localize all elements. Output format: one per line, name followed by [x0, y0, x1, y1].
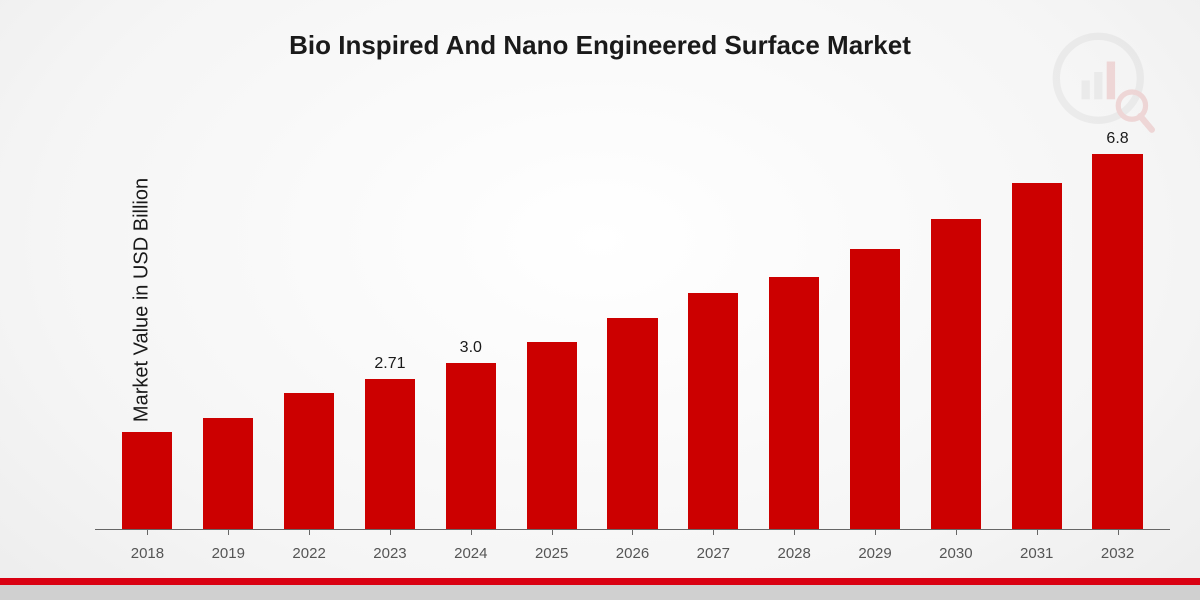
- x-tick-label: 2031: [996, 545, 1077, 562]
- bar-slot: [592, 130, 673, 529]
- bar-slot: 3.0: [430, 130, 511, 529]
- x-tick-label: 2027: [673, 545, 754, 562]
- bar-slot: [996, 130, 1077, 529]
- bar-slot: [915, 130, 996, 529]
- x-tick-label: 2026: [592, 545, 673, 562]
- x-tick-label: 2019: [188, 545, 269, 562]
- x-tick-label: 2022: [269, 545, 350, 562]
- x-tick-label: 2018: [107, 545, 188, 562]
- bar-slot: [107, 130, 188, 529]
- bar: [122, 432, 172, 529]
- bar: [1012, 183, 1062, 529]
- bar-slot: [754, 130, 835, 529]
- chart-plot-area: 2.71 3.0 6.8: [95, 130, 1170, 530]
- x-tick-label: 2023: [350, 545, 431, 562]
- bar: [1092, 154, 1142, 529]
- bar-slot: [188, 130, 269, 529]
- bar: [769, 277, 819, 529]
- bar: [931, 219, 981, 529]
- bar-slot: [511, 130, 592, 529]
- bar: [203, 418, 253, 529]
- bar: [850, 249, 900, 529]
- x-tick-label: 2025: [511, 545, 592, 562]
- bar: [527, 342, 577, 529]
- chart-title: Bio Inspired And Nano Engineered Surface…: [0, 30, 1200, 61]
- bar-slot: [835, 130, 916, 529]
- bar-slot: [673, 130, 754, 529]
- x-tick-label: 2028: [754, 545, 835, 562]
- bar-slot: 6.8: [1077, 130, 1158, 529]
- x-tick-label: 2032: [1077, 545, 1158, 562]
- bar-container: 2.71 3.0 6.8: [95, 130, 1170, 529]
- footer-stripe: [0, 578, 1200, 600]
- x-axis-labels: 2018201920222023202420252026202720282029…: [95, 545, 1170, 562]
- bar: [365, 379, 415, 529]
- x-tick-label: 2029: [835, 545, 916, 562]
- bar-slot: 2.71: [350, 130, 431, 529]
- bar: [688, 293, 738, 529]
- bar-value-label: 3.0: [460, 339, 482, 357]
- x-tick-label: 2024: [430, 545, 511, 562]
- bar-value-label: 2.71: [374, 355, 405, 373]
- bar-value-label: 6.8: [1106, 130, 1128, 148]
- bar: [607, 318, 657, 529]
- bar: [284, 393, 334, 529]
- bar-slot: [269, 130, 350, 529]
- x-tick-label: 2030: [915, 545, 996, 562]
- bar: [446, 363, 496, 529]
